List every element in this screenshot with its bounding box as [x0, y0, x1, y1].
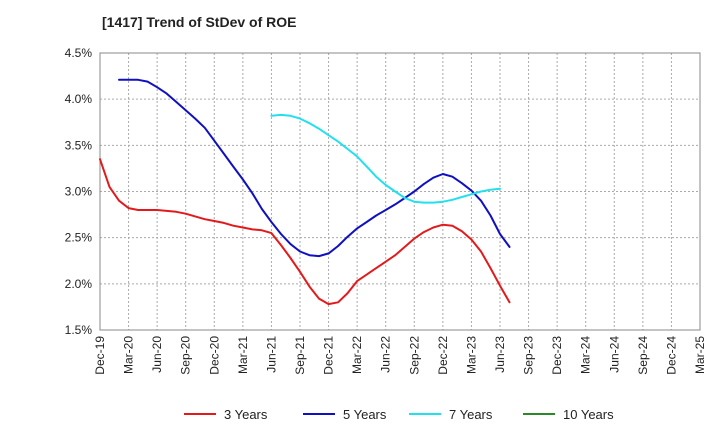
y-tick-label: 2.0%	[65, 277, 93, 291]
x-tick-label: Dec-22	[436, 336, 450, 375]
series-line-3-years	[99, 158, 511, 306]
x-axis-tick-labels: Dec-19 Mar-20 Jun-20 Sep-20 Dec-20 Mar-21 Jun-…	[93, 336, 707, 375]
x-tick-label: Mar-20	[122, 336, 136, 374]
x-tick-label: Sep-22	[407, 336, 421, 375]
x-tick-label: Dec-20	[207, 336, 221, 375]
x-tick-label: Mar-23	[464, 336, 478, 374]
chart-title: [1417] Trend of StDev of ROE	[102, 14, 297, 30]
x-tick-label: Mar-24	[579, 336, 593, 374]
x-tick-label: Dec-24	[664, 336, 678, 375]
y-tick-label: 3.5%	[65, 138, 93, 152]
series-lines	[99, 78, 511, 306]
x-tick-label: Dec-23	[550, 336, 564, 375]
x-tick-label: Mar-21	[236, 336, 250, 374]
x-tick-label: Jun-24	[607, 336, 621, 373]
legend: 3 Years 5 Years 7 Years 10 Years	[184, 407, 614, 422]
legend-label-3-years: 3 Years	[224, 407, 268, 422]
legend-label-7-years: 7 Years	[449, 407, 493, 422]
x-tick-label: Dec-19	[93, 336, 107, 375]
y-tick-label: 2.5%	[65, 231, 93, 245]
legend-label-5-years: 5 Years	[343, 407, 387, 422]
y-tick-label: 1.5%	[65, 323, 93, 337]
series-line-5-years	[118, 78, 511, 258]
x-tick-label: Sep-24	[636, 336, 650, 375]
series-line-7-years	[270, 113, 501, 204]
x-tick-label: Dec-21	[322, 336, 336, 375]
x-tick-label: Sep-23	[522, 336, 536, 375]
y-axis-tick-labels: 1.5% 2.0% 2.5% 3.0% 3.5% 4.0% 4.5%	[65, 46, 93, 337]
plot-frame	[99, 52, 701, 331]
x-tick-label: Jun-21	[264, 336, 278, 373]
horizontal-gridlines	[100, 98, 700, 285]
x-tick-label: Sep-21	[293, 336, 307, 375]
x-tick-label: Jun-20	[150, 336, 164, 373]
y-tick-label: 4.5%	[65, 46, 93, 60]
y-tick-label: 3.0%	[65, 185, 93, 199]
x-tick-label: Jun-23	[493, 336, 507, 373]
x-tick-label: Sep-20	[179, 336, 193, 375]
y-tick-label: 4.0%	[65, 92, 93, 106]
x-tick-label: Mar-25	[693, 336, 707, 374]
legend-label-10-years: 10 Years	[563, 407, 614, 422]
x-tick-label: Jun-22	[379, 336, 393, 373]
x-tick-label: Mar-22	[350, 336, 364, 374]
